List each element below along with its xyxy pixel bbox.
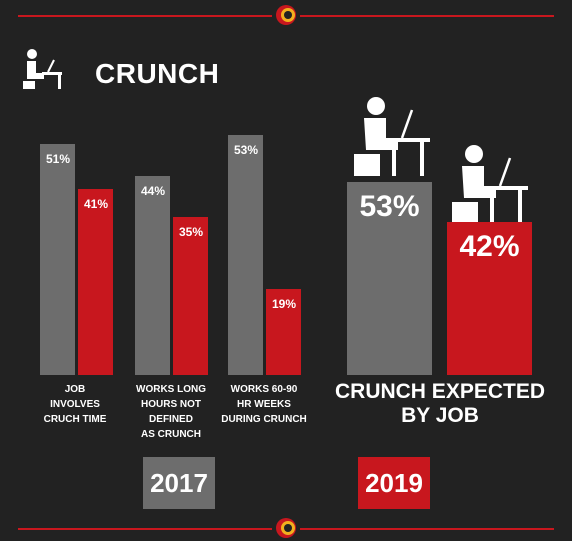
year-badge-2017: 2017 [143,457,215,509]
bar-label-2017-gray-2: 44% [140,183,166,198]
bar-label-2017-red-3: 19% [271,296,297,311]
person-at-laptop-icon [354,97,430,176]
circle-logo-icon [276,5,296,25]
top-divider-left [18,15,272,17]
category-label-1: JOB INVOLVES CRUCH TIME [43,384,107,425]
circle-logo-icon [276,518,296,538]
bar-label-2017-gray-3: 53% [233,143,259,157]
bar-label-2017-red-1: 41% [83,197,109,212]
bar-label-2019-gray: 53% [359,190,420,223]
bar-2017-gray-2 [135,175,170,375]
chart-2019-caption: CRUNCH EXPECTED BY JOB [334,380,546,427]
bar-2017-red-1 [78,189,113,375]
person-at-desk-icon [23,49,62,89]
bar-label-2019-red: 42% [459,230,520,264]
bottom-divider-left [18,528,272,530]
category-label-2: WORKS LONG HOURS NOT DEFINED AS CRUNCH [136,384,206,440]
bar-2017-red-2 [173,216,208,375]
year-badge-2019: 2019 [358,457,430,509]
bottom-divider-right [300,528,554,530]
bar-2017-gray-1 [40,144,75,375]
bar-2019-red [447,222,532,375]
page-title: CRUNCH [95,58,220,89]
bar-2017-gray-3 [228,135,263,375]
bar-2019-gray [347,182,432,375]
bar-2017-red-3 [266,288,301,375]
top-divider-right [300,15,554,17]
category-label-3: WORKS 60-90 HR WEEKS DURING CRUNCH [221,384,307,425]
bar-label-2017-gray-1: 51% [45,152,71,167]
bar-label-2017-red-2: 35% [178,224,204,239]
person-at-laptop-icon [452,145,528,224]
